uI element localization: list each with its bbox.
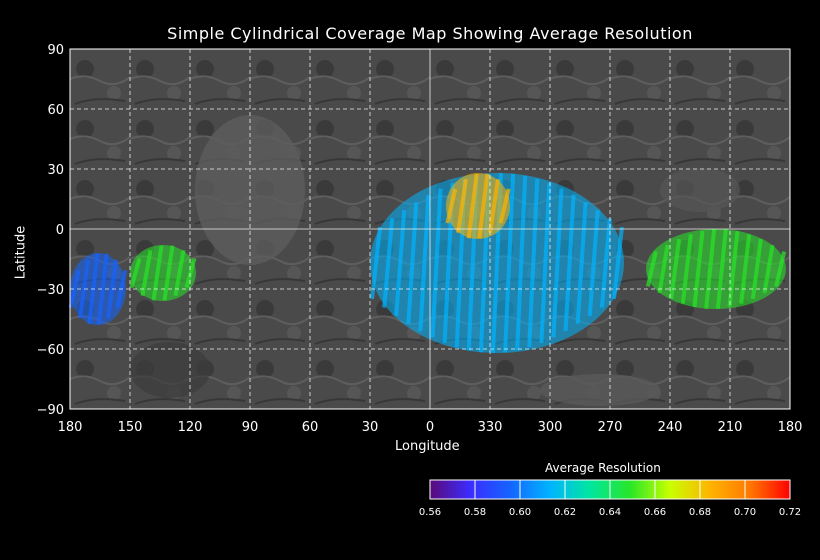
colorbar-tick-label: 0.56 bbox=[419, 507, 441, 518]
colorbar-tick-label: 0.68 bbox=[689, 507, 711, 518]
map-title: Simple Cylindrical Coverage Map Showing … bbox=[167, 24, 693, 43]
y-tick-label: −60 bbox=[37, 343, 64, 358]
colorbar-ticks: 0.56 0.58 0.60 0.62 0.64 0.66 0.68 0.70 0.72 bbox=[419, 480, 801, 518]
colorbar-title: Average Resolution bbox=[545, 461, 661, 475]
colorbar-tick-label: 0.72 bbox=[779, 507, 801, 518]
x-tick-label: 0 bbox=[426, 420, 434, 435]
colorbar-tick-label: 0.66 bbox=[644, 507, 666, 518]
x-tick-label: 150 bbox=[118, 420, 143, 435]
x-tick-label: 180 bbox=[778, 420, 803, 435]
colorbar-tick-label: 0.58 bbox=[464, 507, 486, 518]
coverage-region-central-peak bbox=[445, 173, 511, 239]
x-tick-label: 90 bbox=[242, 420, 259, 435]
y-tick-label: 30 bbox=[47, 163, 64, 178]
x-tick-label: 210 bbox=[718, 420, 743, 435]
colorbar-tick-label: 0.60 bbox=[509, 507, 531, 518]
x-tick-label: 180 bbox=[58, 420, 83, 435]
map-frame bbox=[69, 48, 791, 410]
x-tick-label: 330 bbox=[478, 420, 503, 435]
colorbar-tick-label: 0.70 bbox=[734, 507, 756, 518]
coverage-region-eastern-streaks bbox=[645, 229, 787, 309]
graticule-grid bbox=[70, 49, 790, 409]
y-axis-ticks: 90 60 30 0 −30 −60 −90 bbox=[37, 43, 64, 418]
coverage-region-central-swath bbox=[370, 172, 624, 354]
colorbar: 0.56 0.58 0.60 0.62 0.64 0.66 0.68 0.70 0.72 bbox=[419, 479, 801, 518]
x-tick-label: 240 bbox=[658, 420, 683, 435]
y-tick-label: 0 bbox=[56, 223, 64, 238]
coverage-region-green-streak bbox=[129, 245, 197, 301]
coverage-overlay bbox=[68, 172, 787, 354]
y-tick-label: −30 bbox=[37, 283, 64, 298]
x-tick-label: 270 bbox=[598, 420, 623, 435]
y-tick-label: 90 bbox=[47, 43, 64, 58]
x-axis-ticks: 180 150 120 90 60 30 0 330 300 270 240 210 180 bbox=[58, 420, 803, 435]
y-tick-label: −90 bbox=[37, 403, 64, 418]
x-tick-label: 120 bbox=[178, 420, 203, 435]
x-axis-label: Longitude bbox=[395, 439, 460, 454]
colorbar-tick-label: 0.62 bbox=[554, 507, 576, 518]
y-axis-label: Latitude bbox=[13, 225, 29, 280]
colorbar-tick-label: 0.64 bbox=[599, 507, 621, 518]
x-tick-label: 300 bbox=[538, 420, 563, 435]
x-tick-label: 60 bbox=[302, 420, 319, 435]
y-tick-label: 60 bbox=[47, 103, 64, 118]
x-tick-label: 30 bbox=[362, 420, 379, 435]
